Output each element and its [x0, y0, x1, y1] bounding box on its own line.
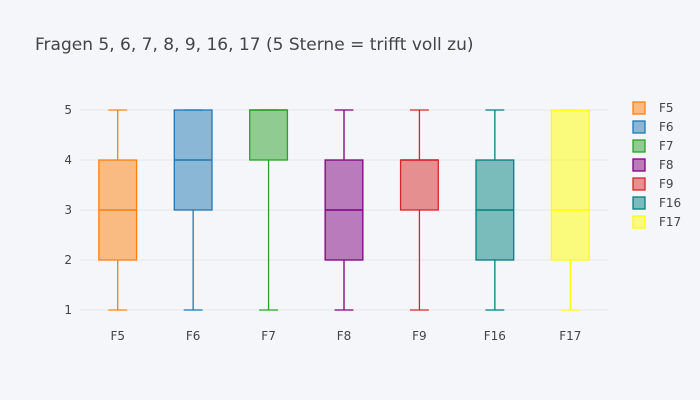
box-f7: [249, 109, 289, 311]
legend-swatch: [632, 196, 646, 210]
legend: F5 F6 F7 F8 F9 F16 F17: [632, 101, 681, 229]
y-tick-label: 2: [64, 253, 72, 267]
legend-item-f6[interactable]: F6: [632, 120, 674, 134]
legend-label: F6: [659, 120, 674, 134]
legend-item-f7[interactable]: F7: [632, 139, 674, 153]
legend-swatch: [632, 177, 646, 191]
legend-item-f16[interactable]: F16: [632, 196, 681, 210]
x-tick-label: F16: [484, 329, 506, 343]
x-tick-label: F5: [110, 329, 125, 343]
legend-label: F9: [659, 177, 674, 191]
legend-item-f17[interactable]: F17: [632, 215, 681, 229]
box-iqr: [249, 109, 289, 161]
legend-label: F16: [659, 196, 681, 210]
y-tick-label: 4: [64, 153, 72, 167]
legend-label: F8: [659, 158, 674, 172]
x-tick-label: F9: [412, 329, 427, 343]
box-f17: [550, 109, 590, 311]
box-f16: [475, 109, 515, 311]
y-tick-label: 5: [64, 103, 72, 117]
x-tick-label: F8: [337, 329, 352, 343]
y-tick-label: 1: [64, 303, 72, 317]
x-axis-ticks: F5 F6 F7 F8 F9 F16 F17: [110, 329, 581, 343]
chart-title: Fragen 5, 6, 7, 8, 9, 16, 17 (5 Sterne =…: [35, 35, 474, 55]
legend-item-f9[interactable]: F9: [632, 177, 674, 191]
box-f6: [173, 109, 213, 311]
box-f9: [399, 109, 439, 311]
legend-swatch: [632, 101, 646, 115]
legend-label: F7: [659, 139, 674, 153]
box-iqr: [550, 109, 590, 261]
legend-swatch: [632, 120, 646, 134]
legend-label: F5: [659, 101, 674, 115]
x-tick-label: F6: [186, 329, 201, 343]
x-tick-label: F7: [261, 329, 276, 343]
legend-item-f8[interactable]: F8: [632, 158, 674, 172]
legend-label: F17: [659, 215, 681, 229]
box-f8: [324, 109, 364, 311]
legend-item-f5[interactable]: F5: [632, 101, 674, 115]
legend-swatch: [632, 215, 646, 229]
legend-swatch: [632, 158, 646, 172]
boxes: [98, 109, 590, 311]
x-tick-label: F17: [559, 329, 581, 343]
y-axis-ticks: 1 2 3 4 5: [64, 103, 72, 317]
y-tick-label: 3: [64, 203, 72, 217]
box-f5: [98, 109, 138, 311]
box-iqr: [399, 159, 439, 211]
legend-swatch: [632, 139, 646, 153]
